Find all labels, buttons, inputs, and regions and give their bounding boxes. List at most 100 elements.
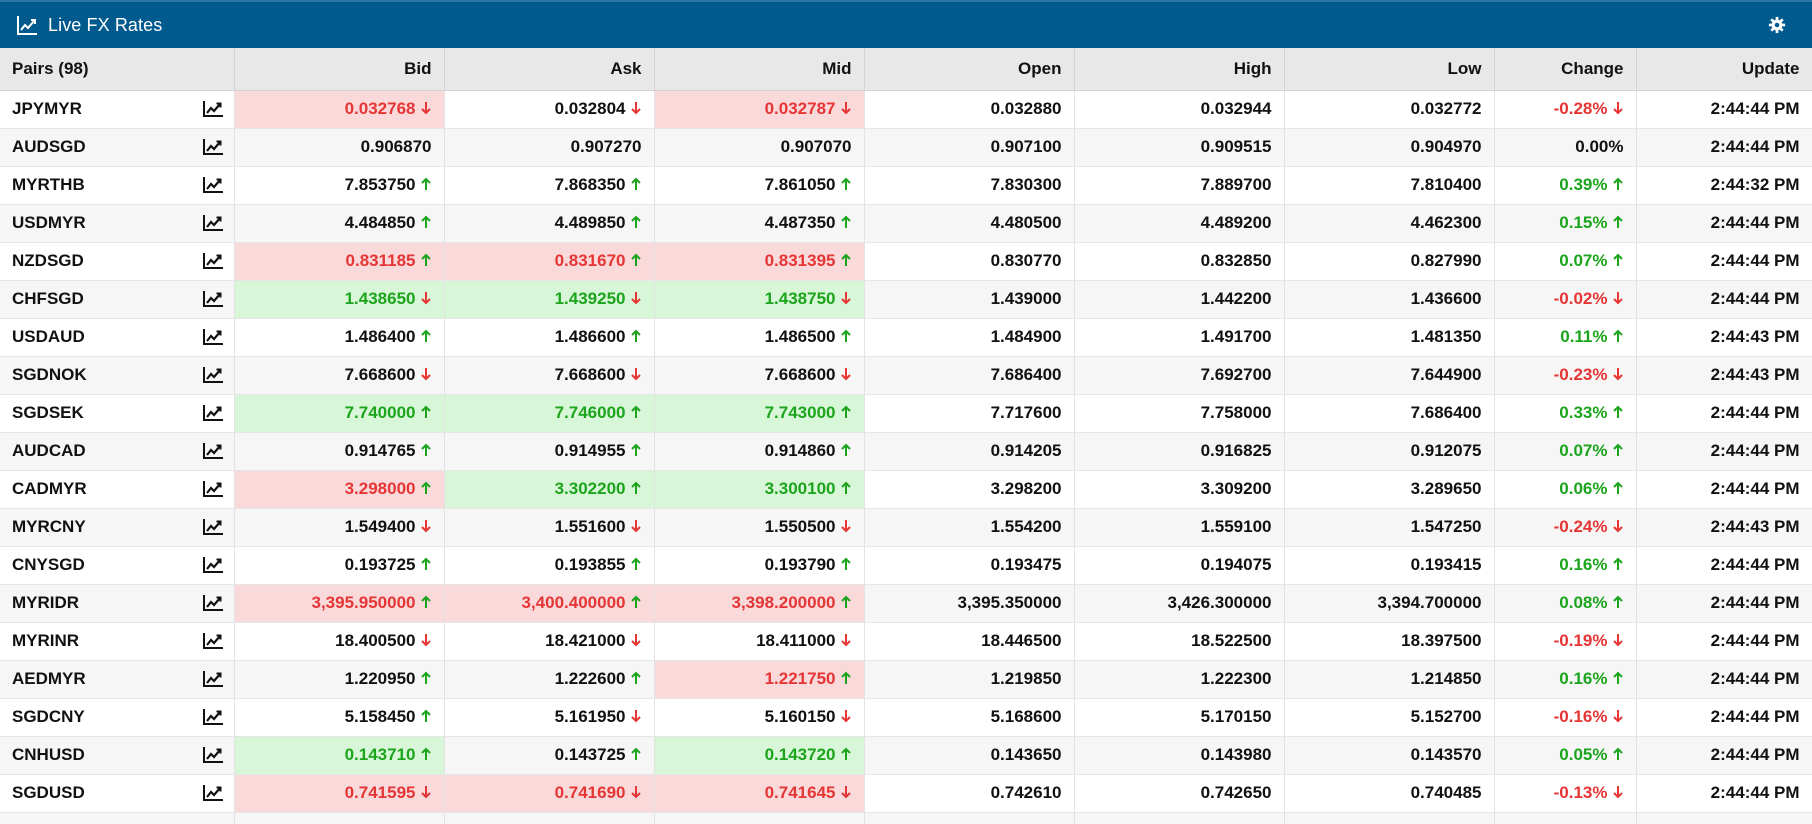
pair-cell[interactable]: SGDUSD — [0, 774, 235, 813]
bid-value: 0.914765 — [344, 441, 416, 460]
pair-cell[interactable]: MYRINR — [0, 622, 235, 661]
mid-value: 0.914860 — [764, 441, 836, 460]
bid-value: 0.143710 — [344, 745, 416, 764]
column-header-high[interactable]: High — [1074, 48, 1285, 91]
pair-cell[interactable]: MYRTHB — [0, 166, 235, 205]
low-cell: 1.436600 — [1284, 280, 1495, 319]
table-row[interactable]: CADMYR 3.298000 3.302200 3.300100 3.298200 3.… — [0, 470, 1812, 509]
line-chart-icon[interactable] — [202, 366, 224, 384]
pair-cell[interactable]: AUDSGD — [0, 128, 235, 167]
table-row[interactable]: USDMYR 4.484850 4.489850 4.487350 4.480500 4.… — [0, 204, 1812, 243]
bid-cell: 1.438650 — [234, 280, 445, 319]
pair-cell[interactable]: USDMYR — [0, 204, 235, 243]
pair-cell[interactable]: NZDSGD — [0, 242, 235, 281]
line-chart-icon[interactable] — [202, 442, 224, 460]
pair-cell[interactable]: AEDMYR — [0, 660, 235, 699]
change-value: -0.16% — [1553, 707, 1608, 726]
table-row[interactable]: SGDUSD 0.741595 0.741690 0.741645 0.742610 0.… — [0, 774, 1812, 813]
bid-value: 1.486400 — [344, 327, 416, 346]
column-header-ask[interactable]: Ask — [444, 48, 655, 91]
bid-cell: 3,395.950000 — [234, 584, 445, 623]
column-header-low[interactable]: Low — [1284, 48, 1495, 91]
arrow-up-icon — [836, 403, 852, 422]
ask-value: 3.302200 — [554, 479, 626, 498]
mid-value: 7.743000 — [764, 403, 836, 422]
table-row[interactable]: JPYMYR 0.032768 0.032804 0.032787 0.032880 0.… — [0, 90, 1812, 129]
pair-cell[interactable]: AUDCAD — [0, 432, 235, 471]
table-row[interactable]: MYRIDR 3,395.950000 3,400.400000 3,398.2000… — [0, 584, 1812, 623]
change-cell: 0.16% — [1494, 660, 1637, 699]
line-chart-icon[interactable] — [202, 784, 224, 802]
table-row[interactable]: MYRCNY 1.549400 1.551600 1.550500 1.554200 1.… — [0, 508, 1812, 547]
arrow-up-icon — [626, 251, 642, 270]
change-value: 0.07% — [1559, 441, 1608, 460]
line-chart-icon[interactable] — [202, 594, 224, 612]
table-row[interactable]: MYRINR 18.400500 18.421000 18.411000 18.4465… — [0, 622, 1812, 661]
pair-cell[interactable]: SGDSEK — [0, 394, 235, 433]
gear-icon[interactable] — [1768, 16, 1786, 34]
table-row[interactable]: SGDSEK 7.740000 7.746000 7.743000 7.717600 7.… — [0, 394, 1812, 433]
line-chart-icon[interactable] — [202, 138, 224, 156]
line-chart-icon[interactable] — [202, 176, 224, 194]
line-chart-icon[interactable] — [202, 290, 224, 308]
mid-value: 0.831395 — [764, 251, 836, 270]
table-row[interactable]: AEDMYR 1.220950 1.222600 1.221750 1.219850 1.… — [0, 660, 1812, 699]
line-chart-icon[interactable] — [202, 556, 224, 574]
bid-cell: 0.906870 — [234, 128, 445, 167]
change-cell: -0.16% — [1494, 698, 1637, 737]
mid-value: 1.221750 — [764, 669, 836, 688]
arrow-up-icon — [626, 555, 642, 574]
low-cell: 0.904970 — [1284, 128, 1495, 167]
table-row[interactable]: AUDSGD 0.906870 0.907270 0.907070 0.907100 0.… — [0, 128, 1812, 167]
line-chart-icon[interactable] — [202, 708, 224, 726]
table-row[interactable]: MYRTHB 7.853750 7.868350 7.861050 7.830300 7.… — [0, 166, 1812, 205]
high-cell: 4.489200 — [1074, 204, 1285, 243]
arrow-up-icon — [626, 175, 642, 194]
table-row[interactable] — [0, 812, 1812, 824]
change-value: 0.07% — [1559, 251, 1608, 270]
pair-cell[interactable]: CADMYR — [0, 470, 235, 509]
update-cell: 2:44:44 PM — [1636, 128, 1812, 167]
line-chart-icon[interactable] — [202, 328, 224, 346]
column-header-change[interactable]: Change — [1494, 48, 1637, 91]
pair-cell[interactable]: USDAUD — [0, 318, 235, 357]
table-row[interactable]: CHFSGD 1.438650 1.439250 1.438750 1.439000 1.… — [0, 280, 1812, 319]
table-row[interactable]: CNYSGD 0.193725 0.193855 0.193790 0.193475 0.… — [0, 546, 1812, 585]
line-chart-icon[interactable] — [202, 632, 224, 650]
pair-cell[interactable]: CNYSGD — [0, 546, 235, 585]
line-chart-icon[interactable] — [202, 670, 224, 688]
bid-value: 3.298000 — [344, 479, 416, 498]
pair-cell[interactable]: CHFSGD — [0, 280, 235, 319]
line-chart-icon[interactable] — [202, 404, 224, 422]
pair-cell[interactable]: JPYMYR — [0, 90, 235, 129]
empty-cell — [1636, 812, 1812, 824]
pair-cell[interactable]: SGDNOK — [0, 356, 235, 395]
mid-cell: 18.411000 — [654, 622, 865, 661]
pair-cell[interactable]: CNHUSD — [0, 736, 235, 775]
line-chart-icon[interactable] — [202, 252, 224, 270]
line-chart-icon[interactable] — [202, 518, 224, 536]
column-header-update[interactable]: Update — [1636, 48, 1812, 91]
table-row[interactable]: SGDCNY 5.158450 5.161950 5.160150 5.168600 5.… — [0, 698, 1812, 737]
pair-cell[interactable]: MYRCNY — [0, 508, 235, 547]
table-row[interactable]: USDAUD 1.486400 1.486600 1.486500 1.484900 1.… — [0, 318, 1812, 357]
table-row[interactable]: CNHUSD 0.143710 0.143725 0.143720 0.143650 0.… — [0, 736, 1812, 775]
arrow-up-icon — [1608, 327, 1624, 346]
column-header-mid[interactable]: Mid — [654, 48, 865, 91]
table-row[interactable]: SGDNOK 7.668600 7.668600 7.668600 7.686400 7.… — [0, 356, 1812, 395]
line-chart-icon[interactable] — [202, 100, 224, 118]
column-header-pairs[interactable]: Pairs (98) — [0, 48, 235, 91]
table-row[interactable]: NZDSGD 0.831185 0.831670 0.831395 0.830770 0.… — [0, 242, 1812, 281]
table-row[interactable]: AUDCAD 0.914765 0.914955 0.914860 0.914205 0.… — [0, 432, 1812, 471]
line-chart-icon[interactable] — [202, 746, 224, 764]
column-header-bid[interactable]: Bid — [234, 48, 445, 91]
pair-cell[interactable]: SGDCNY — [0, 698, 235, 737]
pair-cell[interactable]: MYRIDR — [0, 584, 235, 623]
ask-cell: 1.551600 — [444, 508, 655, 547]
arrow-down-icon — [626, 99, 642, 118]
high-cell: 0.832850 — [1074, 242, 1285, 281]
pair-name: NZDSGD — [12, 251, 84, 270]
line-chart-icon[interactable] — [202, 480, 224, 498]
column-header-open[interactable]: Open — [864, 48, 1075, 91]
line-chart-icon[interactable] — [202, 214, 224, 232]
